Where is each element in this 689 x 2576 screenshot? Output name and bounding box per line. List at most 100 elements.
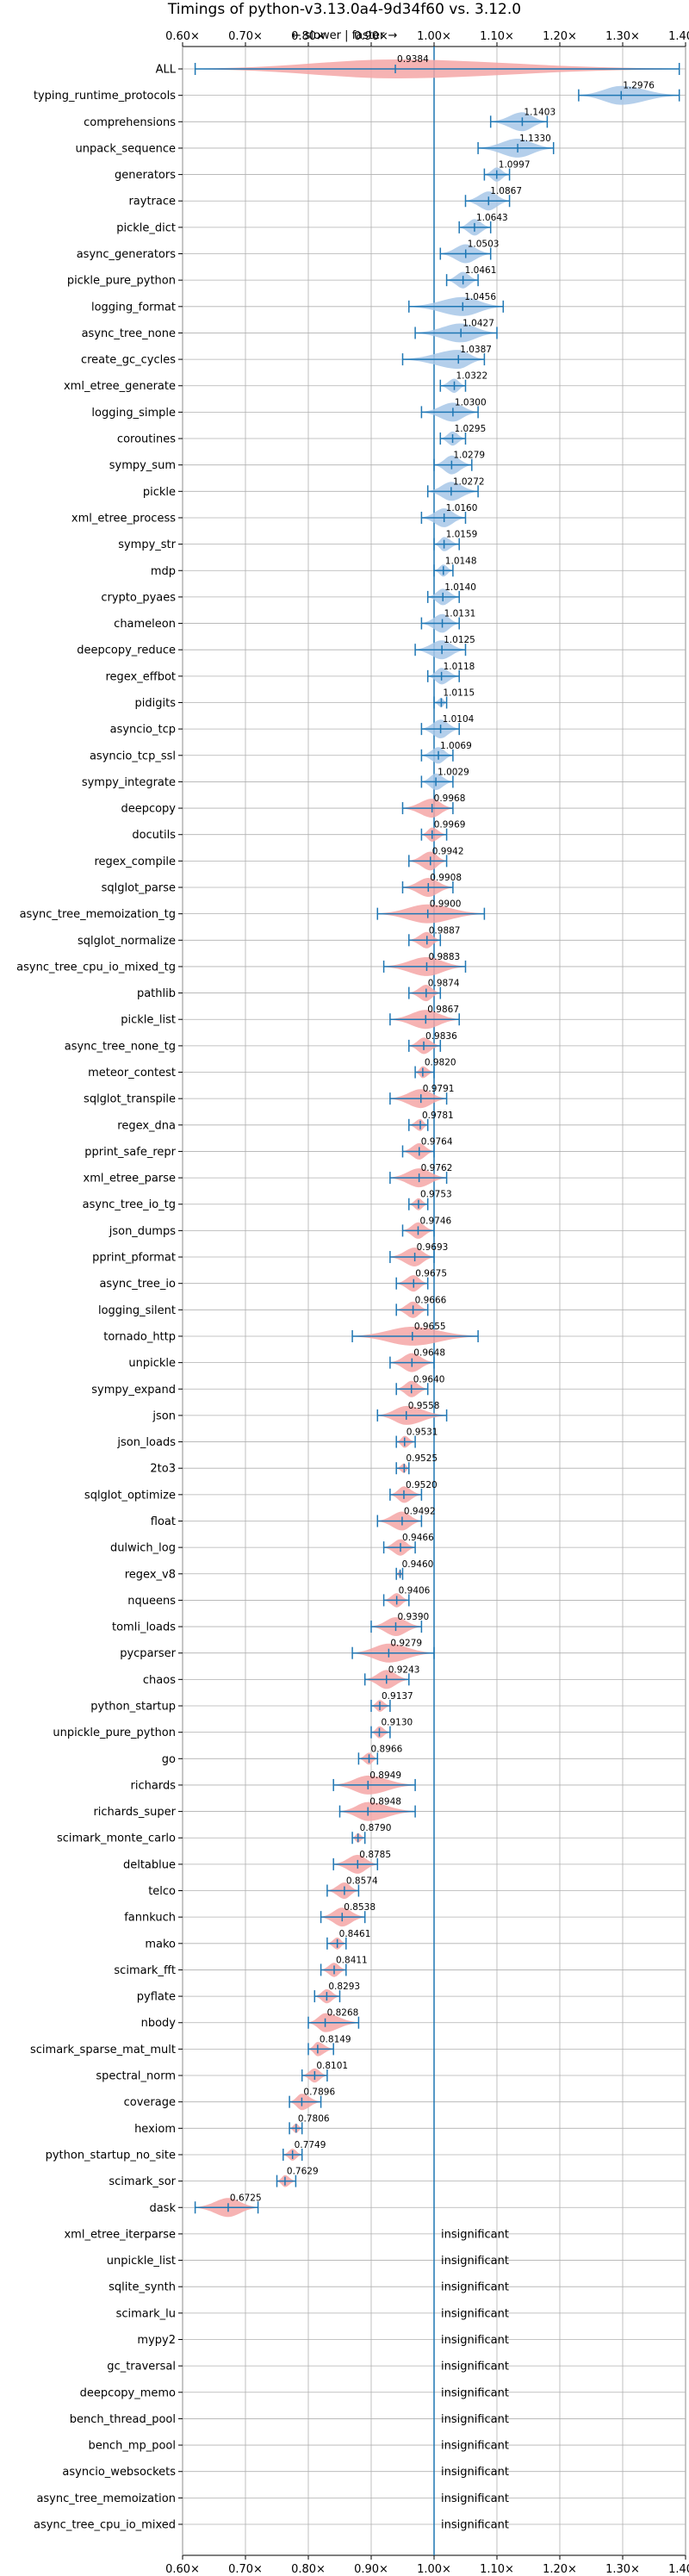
benchmark-label: pprint_safe_repr: [84, 1146, 176, 1159]
x-tick-label-bottom: 0.60×: [165, 2563, 200, 2576]
value-label: 1.0029: [438, 767, 469, 777]
value-label: 1.0279: [453, 451, 485, 461]
value-label: 0.9640: [413, 1374, 445, 1384]
benchmark-label: hexiom: [134, 2123, 176, 2136]
benchmark-label: dulwich_log: [110, 1542, 176, 1555]
value-label: 0.6725: [230, 2193, 262, 2203]
benchmark-label: sqlglot_normalize: [78, 935, 176, 948]
benchmark-label: scimark_sparse_mat_mult: [30, 2044, 176, 2056]
benchmark-label: unpack_sequence: [75, 142, 176, 155]
value-label: 0.7629: [287, 2167, 319, 2177]
benchmark-label: mako: [145, 1938, 176, 1951]
value-label: 0.9666: [415, 1295, 447, 1305]
value-label: 0.9908: [430, 873, 462, 883]
value-label: 0.9968: [434, 793, 466, 804]
x-tick-label-top: 1.10×: [480, 30, 514, 43]
benchmark-label: comprehensions: [84, 116, 176, 129]
benchmark-label: json_dumps: [109, 1225, 176, 1238]
benchmark-label: pickle_pure_python: [67, 275, 176, 288]
benchmark-label: unpickle_list: [107, 2255, 176, 2268]
value-label: 1.0069: [440, 741, 472, 751]
benchmark-label: go: [162, 1753, 176, 1766]
value-label: 1.0148: [445, 556, 477, 566]
benchmark-label: scimark_monte_carlo: [57, 1832, 176, 1845]
value-label: 0.9384: [397, 54, 429, 65]
benchmark-label: chaos: [143, 1674, 176, 1687]
value-label: 0.9764: [421, 1136, 453, 1147]
value-label: 0.9942: [432, 846, 464, 856]
value-label: 0.9520: [406, 1480, 438, 1490]
benchmark-label: sqlglot_transpile: [84, 1093, 176, 1106]
benchmark-label: async_tree_memoization_tg: [20, 908, 176, 921]
value-label: 0.9390: [397, 1612, 429, 1622]
value-label: 1.0461: [465, 265, 497, 276]
value-label: 1.0159: [446, 530, 478, 540]
chart-title: Timings of python-v3.13.0a4-9d34f60 vs. …: [167, 1, 522, 18]
benchmark-label: sympy_sum: [109, 459, 176, 472]
x-tick-label-bottom: 0.90×: [354, 2563, 388, 2576]
x-tick-label-top: 1.20×: [543, 30, 577, 43]
benchmark-label: async_tree_none: [82, 327, 176, 340]
benchmark-label: logging_silent: [98, 1304, 176, 1317]
benchmark-label: json_loads: [116, 1436, 176, 1449]
value-label: 1.0115: [443, 688, 475, 698]
benchmark-label: async_tree_cpu_io_mixed: [34, 2519, 176, 2532]
value-label: 1.0300: [455, 397, 487, 408]
benchmark-label: deepcopy: [121, 803, 176, 816]
x-tick-label-top: 0.70×: [228, 30, 263, 43]
benchmark-label: asyncio_websockets: [62, 2466, 176, 2479]
value-label: 0.8411: [336, 1955, 368, 1965]
value-label: 0.9279: [390, 1639, 422, 1649]
benchmark-label: xml_etree_generate: [64, 380, 176, 393]
benchmark-label: logging_simple: [91, 407, 176, 420]
benchmark-label: generators: [115, 169, 176, 182]
value-label: 0.9558: [408, 1401, 440, 1411]
benchmark-label: unpickle_pure_python: [53, 1727, 176, 1739]
value-label: 0.8574: [346, 1876, 378, 1887]
benchmark-label: asyncio_tcp: [110, 724, 176, 737]
benchmark-label: python_startup: [90, 1701, 176, 1714]
x-tick-label-top: 0.60×: [165, 30, 200, 43]
benchmark-label: crypto_pyaes: [101, 591, 176, 604]
value-label: 0.8538: [344, 1902, 376, 1913]
value-label: 1.0427: [462, 318, 494, 328]
value-label: 0.9887: [429, 925, 461, 936]
x-tick-label-bottom: 1.40×: [668, 2563, 689, 2576]
value-label: 0.9243: [388, 1664, 420, 1675]
value-label: 0.9655: [414, 1322, 446, 1332]
benchmark-label: float: [151, 1515, 176, 1528]
value-label: 0.9753: [420, 1190, 452, 1200]
value-label: 0.9746: [419, 1216, 451, 1226]
benchmark-label: dask: [149, 2202, 176, 2215]
benchmark-label: richards: [131, 1779, 177, 1792]
value-label: 1.0131: [444, 609, 476, 619]
value-label: 0.8949: [369, 1770, 401, 1781]
value-label: 1.0104: [443, 714, 475, 725]
benchmark-label: pathlib: [137, 987, 176, 1000]
benchmark-label: sympy_integrate: [82, 776, 176, 789]
benchmark-label: xml_etree_iterparse: [64, 2228, 176, 2241]
benchmark-label: sqlglot_optimize: [84, 1489, 176, 1502]
insignificant-label: insignificant: [441, 2413, 509, 2426]
benchmark-label: ALL: [156, 64, 177, 77]
value-label: 1.0643: [476, 213, 508, 223]
benchmark-label: richards_super: [93, 1806, 176, 1819]
benchmark-label: create_gc_cycles: [81, 354, 176, 367]
insignificant-label: insignificant: [441, 2466, 509, 2479]
benchmark-label: 2to3: [150, 1463, 176, 1476]
benchmark-label: telco: [148, 1885, 176, 1898]
x-tick-label-bottom: 1.30×: [605, 2563, 640, 2576]
axis-direction-hint: ← slower | faster →: [291, 29, 398, 42]
value-label: 0.9675: [415, 1269, 447, 1279]
x-tick-label-top: 1.00×: [417, 30, 451, 43]
benchmark-label: bench_mp_pool: [88, 2440, 176, 2453]
insignificant-label: insignificant: [441, 2519, 509, 2532]
value-label: 1.0272: [453, 476, 485, 487]
insignificant-label: insignificant: [441, 2386, 509, 2399]
benchmark-label: unpickle: [128, 1357, 176, 1370]
benchmark-label: nqueens: [127, 1595, 176, 1608]
x-tick-label-top: 1.30×: [605, 30, 640, 43]
value-label: 1.0322: [456, 371, 488, 382]
benchmark-label: async_tree_io_tg: [83, 1198, 176, 1211]
value-label: 0.9531: [407, 1428, 438, 1438]
